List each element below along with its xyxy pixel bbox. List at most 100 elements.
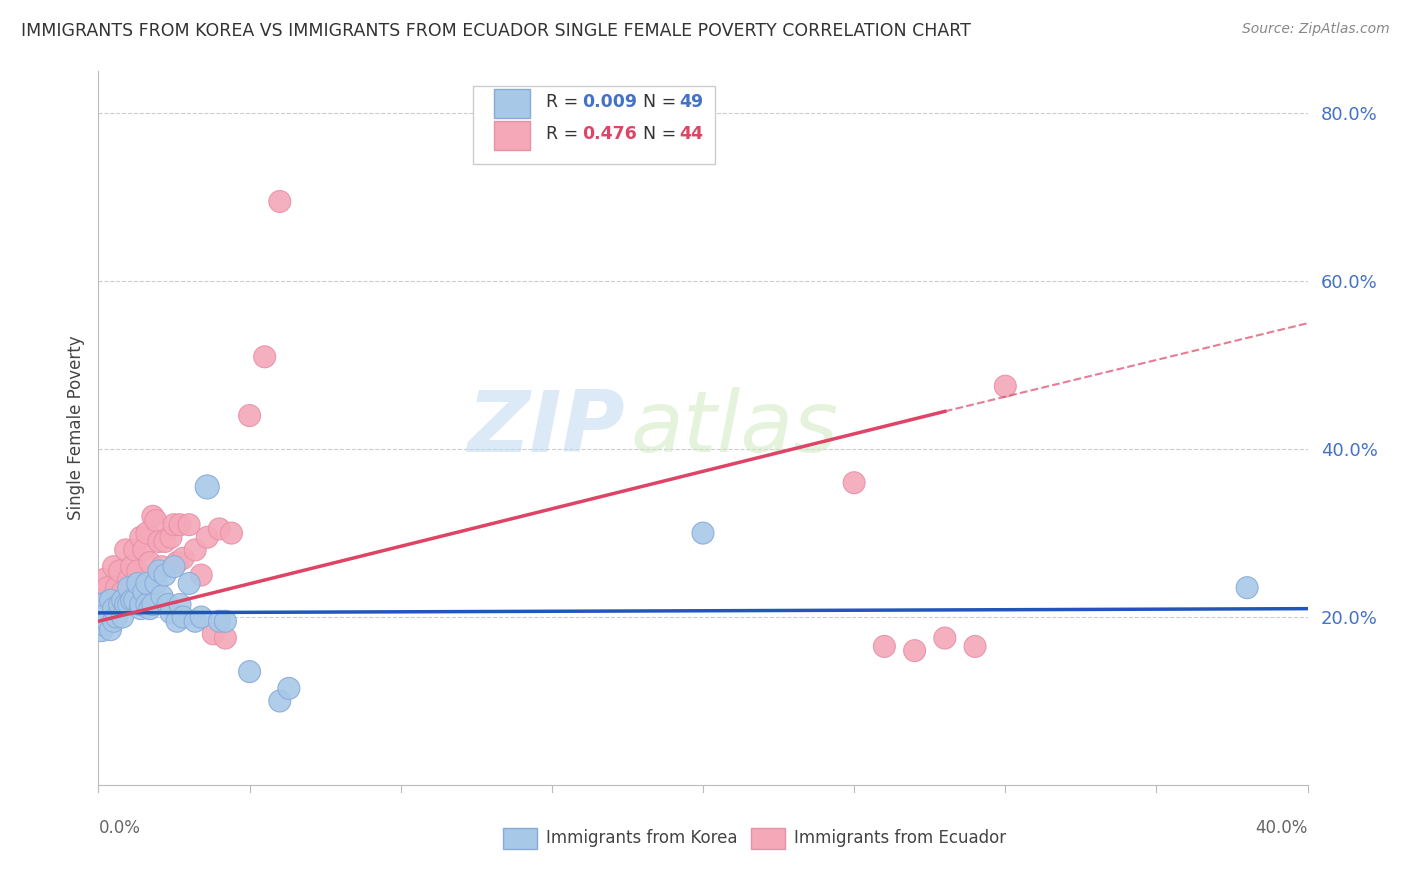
Point [108, 564, 131, 578]
FancyBboxPatch shape [503, 828, 537, 849]
Point [202, 627, 225, 641]
Text: N =: N = [643, 125, 682, 143]
Text: R =: R = [546, 93, 583, 111]
Point [103, 614, 125, 628]
Point [103, 559, 125, 574]
Point [190, 568, 212, 582]
Point [90, 614, 112, 628]
Point [239, 665, 262, 679]
Point [132, 542, 155, 557]
Text: N =: N = [643, 93, 682, 111]
Point [132, 585, 155, 599]
Text: 44: 44 [679, 125, 703, 143]
Point [269, 194, 291, 209]
Point [93, 598, 115, 612]
Point [93, 618, 115, 632]
Point [184, 542, 207, 557]
Point [190, 610, 212, 624]
Point [108, 598, 131, 612]
Text: 0.0%: 0.0% [98, 819, 141, 837]
FancyBboxPatch shape [494, 89, 530, 118]
Point [208, 614, 231, 628]
Point [172, 551, 194, 566]
Point [214, 631, 236, 645]
Point [160, 530, 183, 544]
Point [965, 640, 987, 654]
Point [90, 593, 112, 607]
Point [96, 581, 118, 595]
Point [105, 610, 128, 624]
Point [269, 694, 291, 708]
Point [111, 585, 134, 599]
Point [90, 606, 112, 620]
Point [208, 522, 231, 536]
Point [150, 589, 173, 603]
Point [135, 576, 157, 591]
FancyBboxPatch shape [751, 828, 785, 849]
Point [184, 614, 207, 628]
Text: 0.476: 0.476 [582, 125, 637, 143]
Text: 49: 49 [679, 93, 703, 111]
Point [114, 598, 136, 612]
FancyBboxPatch shape [494, 121, 530, 150]
Point [96, 614, 118, 628]
Text: 40.0%: 40.0% [1256, 819, 1308, 837]
Point [100, 593, 122, 607]
Point [139, 556, 162, 570]
Point [129, 530, 152, 544]
Text: Immigrants from Ecuador: Immigrants from Ecuador [793, 830, 1005, 847]
Point [166, 614, 188, 628]
Point [214, 614, 236, 628]
Text: ZIP: ZIP [467, 386, 624, 470]
Point [145, 514, 167, 528]
Point [118, 581, 141, 595]
Point [121, 559, 143, 574]
Point [100, 593, 122, 607]
Point [118, 572, 141, 586]
Point [277, 681, 299, 696]
Point [148, 534, 170, 549]
Point [96, 606, 118, 620]
Point [127, 576, 149, 591]
Text: 0.009: 0.009 [582, 93, 637, 111]
Point [127, 564, 149, 578]
Point [121, 593, 143, 607]
Text: Immigrants from Korea: Immigrants from Korea [546, 830, 737, 847]
Point [934, 631, 956, 645]
Point [139, 601, 162, 615]
Point [1236, 581, 1258, 595]
Point [142, 509, 165, 524]
Point [90, 623, 112, 637]
Point [153, 534, 176, 549]
Point [253, 350, 276, 364]
Point [163, 517, 186, 532]
Point [93, 572, 115, 586]
Point [172, 610, 194, 624]
Point [169, 517, 191, 532]
Point [111, 610, 134, 624]
Text: R =: R = [546, 125, 583, 143]
Y-axis label: Single Female Poverty: Single Female Poverty [66, 336, 84, 520]
Text: IMMIGRANTS FROM KOREA VS IMMIGRANTS FROM ECUADOR SINGLE FEMALE POVERTY CORRELATI: IMMIGRANTS FROM KOREA VS IMMIGRANTS FROM… [21, 22, 972, 40]
Point [160, 606, 183, 620]
Point [135, 526, 157, 541]
Point [904, 643, 927, 657]
Point [221, 526, 243, 541]
Point [153, 568, 176, 582]
Point [150, 559, 173, 574]
Point [124, 542, 146, 557]
Point [142, 598, 165, 612]
Point [129, 598, 152, 612]
Point [111, 593, 134, 607]
Point [195, 530, 218, 544]
Point [994, 379, 1017, 393]
Point [145, 576, 167, 591]
Point [179, 576, 201, 591]
Text: atlas: atlas [630, 386, 838, 470]
Point [166, 556, 188, 570]
Point [118, 598, 141, 612]
FancyBboxPatch shape [474, 86, 716, 164]
Point [124, 593, 146, 607]
Point [692, 526, 714, 541]
Point [114, 542, 136, 557]
